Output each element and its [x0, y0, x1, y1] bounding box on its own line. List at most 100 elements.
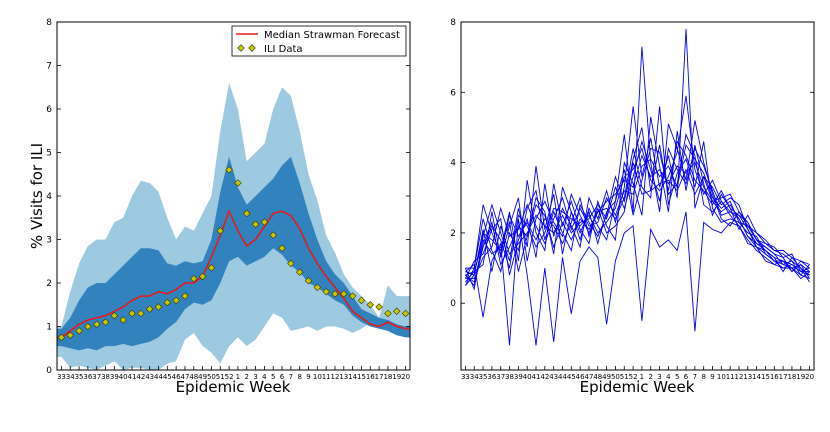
forecast-chart-y-axis: 0 1 2 3 4 5 6 7 8 [46, 18, 410, 376]
x-tick-label: 37 [92, 373, 101, 381]
x-tick-label: 8 [297, 373, 301, 381]
x-tick-label: 33 [461, 373, 470, 381]
x-tick-label: 1 [236, 373, 240, 381]
inner-uncertainty-band [57, 156, 410, 351]
ili-data-point [269, 231, 277, 239]
x-tick-label: 47 [181, 373, 190, 381]
ili-data-point [225, 166, 233, 174]
x-tick-label: 9 [710, 373, 714, 381]
x-tick-label: 51 [216, 373, 225, 381]
y-tick-label: 1 [46, 323, 52, 333]
sample-trajectory-line [465, 140, 810, 276]
x-tick-label: 11 [726, 373, 735, 381]
ili-data-point [137, 309, 145, 318]
x-tick-label: 15 [357, 373, 366, 381]
x-tick-label: 35 [75, 373, 84, 381]
x-tick-label: 4 [262, 373, 267, 381]
x-tick-label: 5 [675, 373, 679, 381]
x-tick-label: 49 [198, 373, 207, 381]
median-forecast-line [57, 209, 410, 339]
x-tick-label: 42 [136, 373, 145, 381]
ili-data-point [234, 179, 242, 187]
x-tick-label: 6 [280, 373, 285, 381]
ili-data-point [66, 331, 74, 339]
ili-data-point [278, 244, 286, 252]
ili-data-point [384, 309, 392, 318]
x-tick-label: 46 [576, 373, 585, 381]
legend-ili-marker [237, 44, 245, 52]
y-tick-label: 7 [46, 62, 52, 72]
x-tick-label: 10 [717, 373, 726, 381]
y-tick-label: 6 [46, 105, 52, 115]
x-tick-label: 51 [620, 373, 629, 381]
ili-data-point [287, 259, 295, 268]
x-tick-label: 3 [657, 373, 661, 381]
ili-data-point [172, 296, 180, 305]
x-tick-label: 39 [110, 373, 119, 381]
x-tick-label: 20 [401, 373, 410, 381]
samples-chart-x-axis: 33 34 35 36 37 38 39 40 41 42 43 44 45 46 47 48 49 50 51 52… [461, 366, 814, 381]
ili-data-point [110, 311, 119, 320]
y-tick-label: 2 [450, 229, 456, 239]
x-tick-label: 39 [514, 373, 523, 381]
x-tick-label: 45 [163, 373, 172, 381]
x-tick-label: 18 [383, 373, 392, 381]
x-tick-label: 10 [313, 373, 322, 381]
x-tick-label: 1 [640, 373, 644, 381]
y-tick-label: 2 [46, 279, 52, 289]
x-tick-label: 44 [154, 373, 163, 381]
x-tick-label: 35 [479, 373, 488, 381]
ili-data-point [154, 303, 163, 311]
ili-data-point [304, 277, 313, 285]
forecast-chart-y-label: % Visits for ILI [28, 143, 46, 249]
y-tick-label: 3 [46, 236, 52, 246]
x-tick-label: 4 [666, 373, 671, 381]
forecast-chart-x-label: Epidemic Week [176, 378, 291, 396]
x-tick-label: 49 [602, 373, 611, 381]
forecast-chart-x-axis: 33 34 35 36 37 38 39 40 41 42 43 44 45 46 47 48 49 50 51 52… [57, 366, 410, 381]
x-tick-label: 38 [101, 373, 110, 381]
ili-data-point [331, 290, 339, 298]
y-tick-label: 6 [450, 88, 456, 98]
x-tick-label: 3 [253, 373, 257, 381]
ili-data-point [322, 287, 330, 296]
y-tick-label: 4 [46, 192, 52, 202]
x-tick-label: 40 [119, 373, 128, 381]
x-tick-label: 40 [523, 373, 532, 381]
samples-chart-x-label: Epidemic Week [580, 378, 695, 396]
x-tick-label: 7 [289, 373, 293, 381]
legend-ili-marker [248, 44, 256, 52]
x-tick-label: 8 [701, 373, 705, 381]
x-tick-label: 42 [540, 373, 549, 381]
ili-data-point [163, 298, 172, 307]
x-tick-label: 38 [505, 373, 514, 381]
y-tick-label: 8 [46, 18, 52, 28]
y-tick-label: 8 [450, 18, 456, 28]
ili-data-point [75, 327, 83, 335]
x-tick-label: 41 [532, 373, 541, 381]
x-tick-label: 36 [487, 373, 496, 381]
ili-data-point [357, 296, 366, 305]
ili-data-point [84, 322, 92, 331]
x-tick-label: 14 [348, 373, 357, 381]
sample-trajectory-line [465, 162, 810, 269]
samples-chart-y-axis: 0 2 4 6 8 [450, 18, 814, 309]
legend-box [231, 25, 407, 57]
x-tick-label: 46 [172, 373, 181, 381]
ili-data-point [181, 292, 189, 300]
sample-trajectory-line [465, 211, 810, 346]
x-tick-label: 2 [649, 373, 653, 381]
x-tick-label: 37 [496, 373, 505, 381]
x-tick-label: 18 [787, 373, 796, 381]
ili-data-point [401, 309, 410, 318]
x-tick-label: 33 [57, 373, 66, 381]
x-tick-label: 15 [761, 373, 770, 381]
x-tick-label: 34 [470, 373, 479, 381]
x-tick-label: 19 [796, 373, 805, 381]
x-tick-label: 5 [271, 373, 275, 381]
ili-data-markers [57, 166, 410, 342]
ili-data-point [243, 209, 251, 218]
x-tick-label: 52 [225, 373, 234, 381]
ili-data-point [340, 290, 348, 298]
